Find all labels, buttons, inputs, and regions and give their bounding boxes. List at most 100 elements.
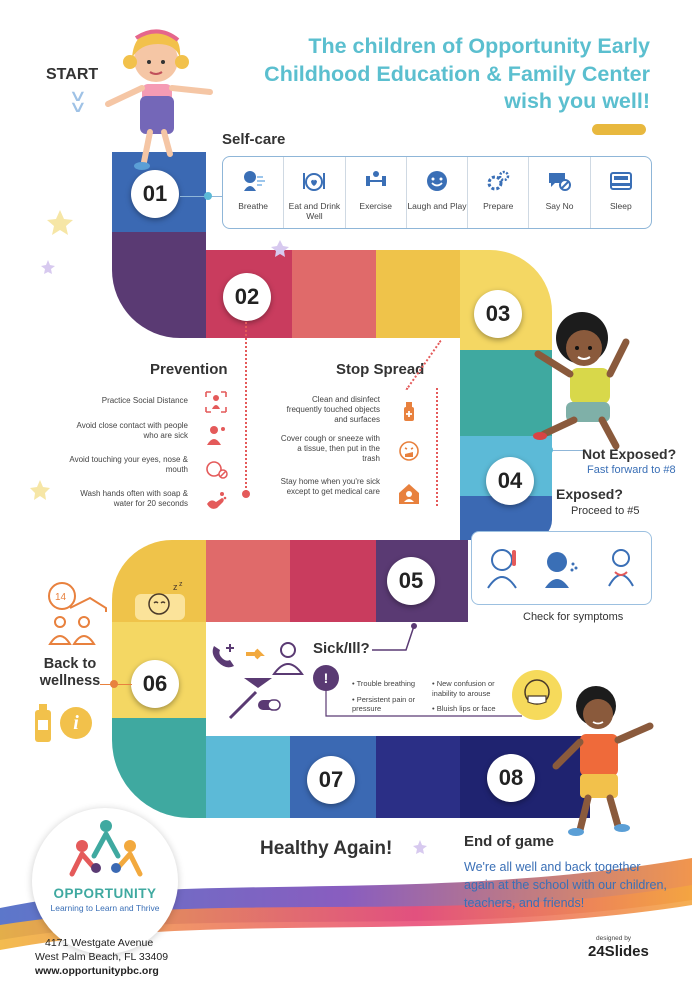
sick-heading: Sick/Ill? xyxy=(313,640,370,657)
standing-boy-illustration xyxy=(552,686,654,836)
selfcare-label: Eat and Drink Well xyxy=(288,201,341,221)
stop-spread-item: Cover cough or sneeze with a tissue, the… xyxy=(280,434,380,463)
step-01-marker: 01 xyxy=(131,170,179,218)
symptoms-panel xyxy=(471,531,652,605)
connector-dot xyxy=(110,680,118,688)
svg-text:z: z xyxy=(173,582,178,592)
connector-line xyxy=(548,450,584,451)
fever-icon xyxy=(486,549,517,589)
prevention-item: Avoid close contact with people who are … xyxy=(76,421,188,440)
step-04-marker: 04 xyxy=(486,457,534,505)
end-text: We're all well and back together again a… xyxy=(464,860,667,910)
prevention-item: Wash hands often with soap & water for 2… xyxy=(80,489,188,508)
stop-spread-item: Stay home when you're sick except to get… xyxy=(280,477,380,496)
address-line-2: West Palm Beach, FL 33409 xyxy=(35,951,169,963)
designer-small-label: designed by xyxy=(596,935,632,942)
svg-text:z: z xyxy=(179,581,183,588)
end-heading: End of game xyxy=(464,833,555,850)
page-title: The children of Opportunity Early Childh… xyxy=(264,34,650,113)
not-exposed-text: Fast forward to #8 xyxy=(587,464,676,476)
connector-dot xyxy=(242,490,250,498)
hand-wash-icon xyxy=(203,489,229,515)
food-icon xyxy=(301,169,327,193)
medicine-bottle-icon xyxy=(35,704,51,742)
chevron-down-icon: ∨ xyxy=(68,88,88,105)
website-link[interactable]: www.opportunitypbc.org xyxy=(35,965,159,977)
selfcare-item-prepare: Prepare xyxy=(468,157,530,228)
stop-spread-vertical-line xyxy=(436,388,438,506)
selfcare-label: Say No xyxy=(545,201,574,211)
prevention-heading: Prevention xyxy=(150,361,228,378)
warning-icon: ! xyxy=(313,665,339,691)
symptom-item: • New confusion or inability to arouse xyxy=(432,679,495,698)
cough-icon xyxy=(545,552,578,588)
gears-icon xyxy=(485,169,511,193)
prevention-item: Avoid touching your eyes, nose & mouth xyxy=(69,455,188,474)
stop-spread-heading: Stop Spread xyxy=(336,361,425,378)
start-label: START xyxy=(46,66,99,83)
quarantine-family-icon: 14 xyxy=(48,582,107,645)
selfcare-label: Prepare xyxy=(483,201,514,211)
info-icon: i xyxy=(60,707,92,739)
step-03-marker: 03 xyxy=(474,290,522,338)
prevention-item: Practice Social Distance xyxy=(101,396,188,405)
sick-person-icon xyxy=(203,422,229,448)
connector-line xyxy=(180,196,222,197)
disinfectant-icon xyxy=(396,398,422,424)
breathe-icon xyxy=(240,169,266,193)
doctor-visit-icons xyxy=(212,642,304,720)
symptoms-label: Check for symptoms xyxy=(523,611,624,623)
symptom-item: • Trouble breathing xyxy=(352,679,416,688)
step-07-marker: 07 xyxy=(307,756,355,804)
stay-home-icon xyxy=(396,481,422,507)
connector-dot xyxy=(204,192,212,200)
breathing-difficulty-icon xyxy=(608,549,635,587)
step-02-marker: 02 xyxy=(223,273,271,321)
not-exposed-heading: Not Exposed? xyxy=(582,446,677,462)
prevention-dotted-line xyxy=(245,322,247,492)
social-distance-icon xyxy=(203,389,229,415)
logo-tagline: Learning to Learn and Thrive xyxy=(50,903,160,913)
exposed-heading: Exposed? xyxy=(556,486,623,502)
selfcare-item-sleep: Sleep xyxy=(591,157,651,228)
girl-character-illustration xyxy=(105,29,213,170)
selfcare-item-breathe: Breathe xyxy=(223,157,285,228)
masked-face-icon xyxy=(512,670,562,720)
step-08-marker: 08 xyxy=(487,754,535,802)
back-to-wellness-label: Back to wellness xyxy=(39,656,101,689)
exposed-text: Proceed to #5 xyxy=(571,505,640,517)
stop-spread-item: Clean and disinfect frequently touched o… xyxy=(286,395,380,424)
title-underline xyxy=(592,124,646,135)
step-05-marker: 05 xyxy=(387,557,435,605)
selfcare-label: Exercise xyxy=(359,201,392,211)
symptom-list-left: • Trouble breathing • Persistent pain or… xyxy=(352,679,428,714)
chevron-down-icon: ∨ xyxy=(68,99,88,116)
selfcare-item-say-no: Say No xyxy=(529,157,591,228)
symptom-item: • Bluish lips or face xyxy=(432,704,496,713)
logo-figures-icon xyxy=(69,820,143,877)
selfcare-item-laugh: Laugh and Play xyxy=(407,157,469,228)
selfcare-item-exercise: Exercise xyxy=(346,157,407,228)
sneeze-icon xyxy=(396,438,422,464)
selfcare-label: Laugh and Play xyxy=(407,201,467,211)
selfcare-heading: Self-care xyxy=(222,131,286,148)
designer-name: 24Slides xyxy=(588,943,649,960)
selfcare-panel: Breathe Eat and Drink Well Exercise Laug… xyxy=(222,156,652,229)
symptom-list-right: • New confusion or inability to arouse •… xyxy=(432,679,508,714)
boy-character-illustration xyxy=(533,312,630,450)
address-line-1: 4171 Westgate Avenue xyxy=(45,937,154,949)
selfcare-label: Breathe xyxy=(238,201,269,211)
bed-icon xyxy=(608,169,634,193)
symptom-item: • Persistent pain or pressure xyxy=(352,694,416,714)
smile-icon xyxy=(424,169,450,193)
dumbbell-icon xyxy=(363,169,389,193)
connector-dot xyxy=(545,446,553,454)
selfcare-item-eat: Eat and Drink Well xyxy=(284,157,346,228)
speech-no-icon xyxy=(547,169,573,193)
sick-connector-line xyxy=(372,623,417,651)
logo-name: OPPORTUNITY xyxy=(53,886,157,901)
svg-text:14: 14 xyxy=(55,592,67,603)
opportunity-logo: OPPORTUNITY Learning to Learn and Thrive xyxy=(32,808,178,954)
sleeping-face-icon: z z xyxy=(135,581,185,620)
step-06-marker: 06 xyxy=(131,660,179,708)
